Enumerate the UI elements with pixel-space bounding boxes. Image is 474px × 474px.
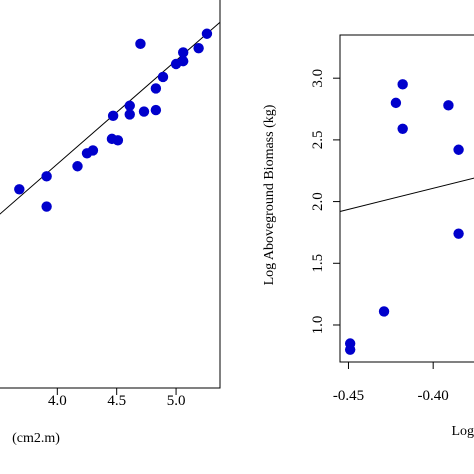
x-axis-title: (cm2.m) (12, 431, 60, 446)
x-tick-label: -0.40 (418, 388, 449, 404)
data-point (14, 184, 25, 195)
y-axis-title: Log Aboveground Biomass (kg) (262, 104, 277, 285)
data-point (87, 145, 99, 156)
y-tick-label: 2.0 (310, 192, 326, 211)
x-tick-label: 5.0 (167, 393, 186, 409)
regression-line (339, 177, 474, 212)
data-point (138, 106, 150, 117)
x-tick-label: 4.0 (48, 393, 67, 409)
y-tick-label: 1.5 (310, 254, 326, 273)
y-tick-label: 1.0 (310, 316, 326, 335)
data-point (157, 71, 169, 83)
plot-frame (0, 0, 221, 389)
data-point (201, 28, 213, 39)
x-axis-title: Log (451, 424, 474, 439)
plot-frame (339, 34, 474, 363)
right-scatter-panel: -0.45 -0.40 1.0 1.5 2.0 2.5 3.0 Log Log Abovegro… (262, 34, 474, 439)
data-point (41, 171, 52, 182)
data-point (193, 42, 204, 54)
data-point (177, 47, 189, 58)
data-point (397, 79, 408, 90)
x-tick-label: -0.45 (333, 388, 364, 404)
data-point (150, 83, 162, 94)
data-point (443, 100, 454, 111)
data-point (177, 55, 189, 67)
data-point (390, 97, 402, 109)
data-point (378, 306, 390, 317)
data-point (107, 110, 119, 122)
data-point (150, 104, 162, 116)
data-point (72, 161, 83, 172)
data-point (124, 109, 135, 120)
data-point (124, 100, 135, 111)
data-point (453, 144, 464, 155)
left-scatter-panel: 4.0 4.5 5.0 (cm2.m) (0, 0, 221, 446)
data-point (453, 228, 464, 239)
x-tick-label: 4.5 (107, 393, 126, 409)
data-point (344, 344, 356, 355)
data-point (135, 38, 146, 50)
data-point (397, 123, 408, 134)
data-point (41, 201, 52, 212)
data-point (112, 135, 124, 146)
y-tick-label: 2.5 (310, 131, 326, 150)
y-tick-label: 3.0 (310, 69, 326, 88)
